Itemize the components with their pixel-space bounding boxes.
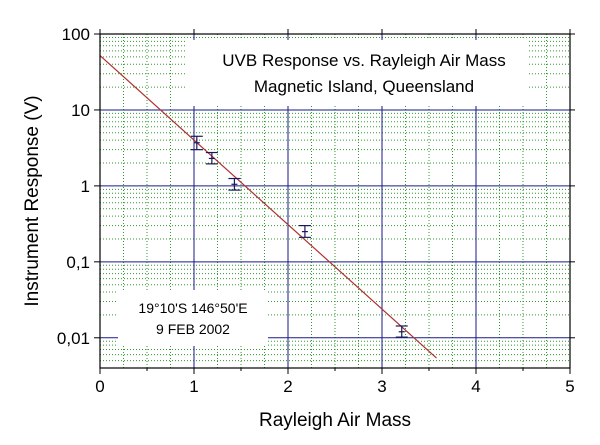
date-label: 9 FEB 2002 [156, 321, 230, 337]
data-point [395, 325, 408, 338]
y-tick-label: 10 [71, 101, 90, 120]
y-axis-title: Instrument Response (V) [22, 95, 43, 306]
location-label: 19°10'S 146°50'E [138, 300, 247, 316]
x-tick-label: 1 [189, 377, 198, 396]
x-tick-label: 5 [565, 377, 574, 396]
axis-ticks [94, 29, 575, 374]
x-tick-label: 3 [377, 377, 386, 396]
title-box [186, 40, 528, 106]
data-point [205, 151, 218, 165]
location-box [118, 290, 268, 346]
chart-subtitle: Magnetic Island, Queensland [254, 77, 474, 96]
x-tick-label: 0 [95, 377, 104, 396]
x-axis-title: Rayleigh Air Mass [259, 410, 411, 431]
y-tick-label: 0,01 [57, 329, 90, 348]
x-tick-label: 4 [471, 377, 480, 396]
fit-line [99, 55, 437, 359]
data-point [298, 224, 311, 238]
y-tick-label: 100 [62, 25, 90, 44]
data-point [190, 135, 203, 151]
x-tick-label: 2 [283, 377, 292, 396]
data-point [228, 177, 241, 191]
data-points [190, 135, 408, 338]
y-tick-labels: 0,01 0,1 1 10 100 [57, 25, 90, 348]
chart-title: UVB Response vs. Rayleigh Air Mass [222, 51, 505, 70]
y-tick-label: 1 [81, 177, 90, 196]
y-tick-label: 0,1 [66, 253, 90, 272]
x-tick-labels: 0 1 2 3 4 5 [95, 377, 574, 396]
